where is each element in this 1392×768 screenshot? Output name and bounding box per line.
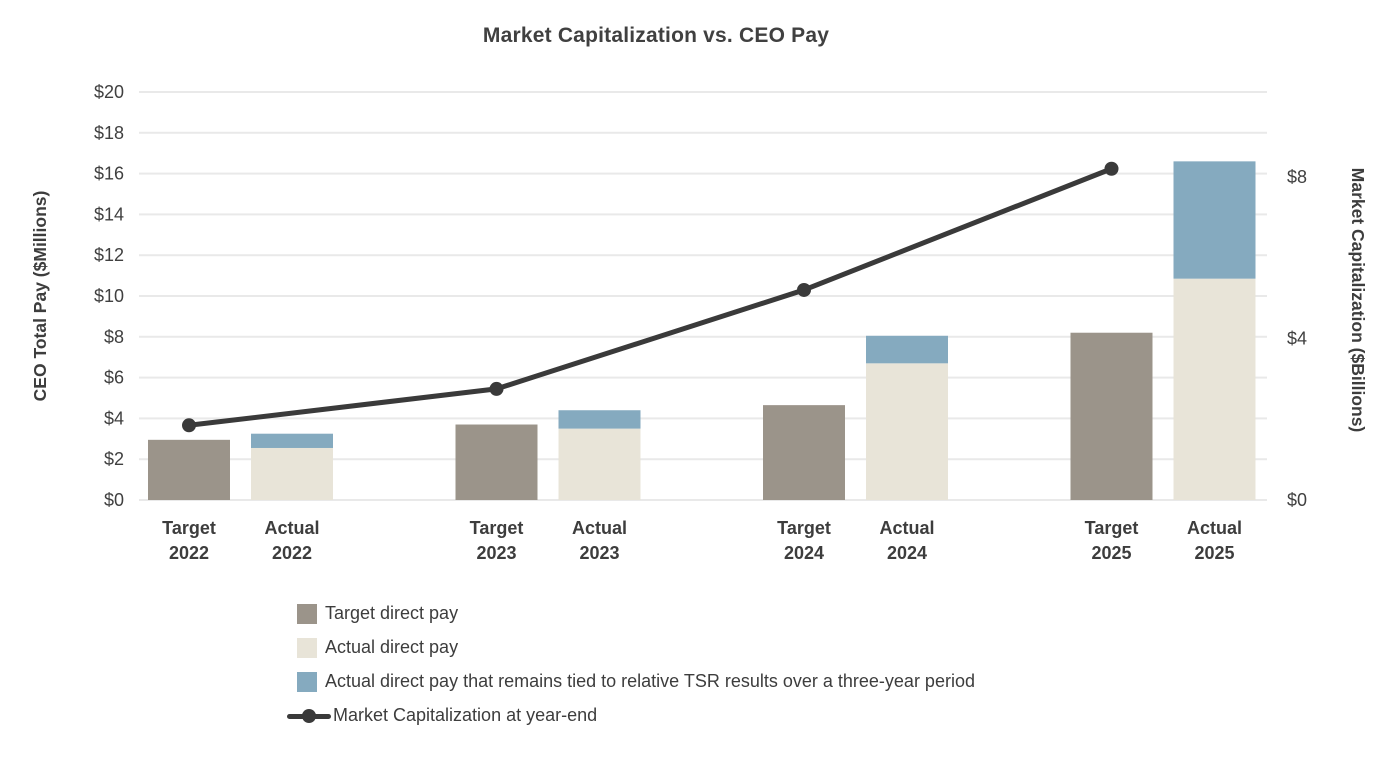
right-axis-tick-label: $0 [1287, 490, 1307, 510]
left-axis-tick-label: $18 [94, 123, 124, 143]
left-axis-tick-label: $0 [104, 490, 124, 510]
chart-title: Market Capitalization vs. CEO Pay [482, 24, 830, 47]
left-axis-title: CEO Total Pay ($Millions) [30, 191, 50, 402]
x-axis-label-target-2023: Target 2023 [470, 518, 524, 563]
x-axis-label-actual-2022: Actual 2022 [264, 518, 319, 563]
bar-target-2022 [148, 439, 230, 500]
legend-color-swatch [297, 671, 317, 692]
legend-dot-icon [302, 708, 316, 723]
marketcap-line [186, 166, 1114, 428]
legend: Target direct pay Actual direct pay Actual… [287, 603, 975, 739]
marketcap-point-2025 [1104, 161, 1119, 176]
legend-label: Actual direct pay [325, 637, 459, 657]
x-axis-label-target-2022: Target 2022 [162, 518, 216, 563]
legend-item: Market Capitalization at year-end [287, 705, 975, 726]
legend-label: Target direct pay [325, 603, 459, 623]
legend-item: Actual direct pay that remains tied to r… [297, 671, 975, 692]
bar-actual-tsr-2023 [558, 410, 641, 429]
left-axis-tick-label: $2 [104, 449, 124, 469]
bar-target-2023 [455, 424, 538, 500]
legend-color-swatch [297, 603, 317, 624]
legend-label: Market Capitalization at year-end [333, 705, 598, 725]
marketcap-point-2022 [182, 418, 196, 433]
left-axis-tick-label: $20 [94, 82, 124, 102]
bar-actual-2024 [866, 363, 948, 500]
legend-item: Actual direct pay [297, 637, 975, 658]
left-axis-tick-label: $4 [104, 408, 124, 428]
bar-target-2024 [763, 405, 845, 500]
bar-actual-2025 [1173, 278, 1256, 500]
left-axis-tick-label: $10 [94, 286, 124, 306]
bar-target-2025 [1070, 332, 1153, 500]
x-axis-label-target-2024: Target 2024 [777, 518, 831, 563]
right-axis-tick-label: $8 [1287, 167, 1307, 187]
x-axis-label-actual-2024: Actual 2024 [879, 518, 934, 563]
x-axis-label-actual-2025: Actual 2025 [1187, 518, 1242, 563]
legend-label: Actual direct pay that remains tied to r… [325, 671, 975, 691]
right-axis-title: Market Capitalization ($Billions) [1348, 168, 1368, 432]
bar-actual-2023 [558, 428, 641, 500]
left-axis-tick-label: $6 [104, 368, 124, 388]
x-axis-label-actual-2023: Actual 2023 [572, 518, 627, 563]
marketcap-point-2023 [489, 381, 504, 396]
bar-actual-2022 [251, 447, 333, 500]
bar-actual-tsr-2022 [251, 433, 333, 448]
legend-item: Target direct pay [297, 603, 975, 624]
right-axis-tick-label: $4 [1287, 328, 1307, 348]
marketcap-point-2024 [797, 282, 811, 297]
left-axis-tick-label: $8 [104, 327, 124, 347]
left-axis-tick-label: $16 [94, 164, 124, 184]
x-axis-label-target-2025: Target 2025 [1085, 518, 1139, 563]
legend-line-dot-swatch [287, 706, 331, 726]
left-axis-tick-label: $12 [94, 245, 124, 265]
legend-color-swatch [297, 637, 317, 658]
bar-actual-tsr-2024 [866, 335, 948, 364]
bar-actual-tsr-2025 [1173, 161, 1256, 279]
left-axis-tick-label: $14 [94, 204, 124, 224]
